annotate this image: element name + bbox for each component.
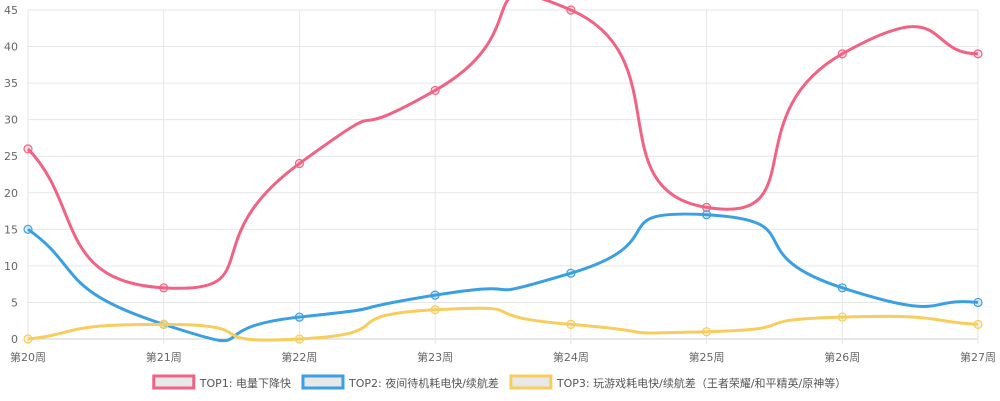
x-tick-label: 第25周 <box>689 350 725 364</box>
legend-label: TOP2: 夜间待机耗电快/续航差 <box>348 376 499 390</box>
data-point[interactable] <box>294 312 305 322</box>
y-tick-label: 45 <box>4 4 18 17</box>
legend-swatch <box>509 374 553 390</box>
legend[interactable]: TOP1: 电量下降快 TOP2: 夜间待机耗电快/续航差 TOP3: 玩游戏耗电快… <box>152 374 846 390</box>
series-line <box>27 306 979 342</box>
series-line <box>27 212 979 343</box>
series-3 <box>23 305 983 344</box>
y-tick-label: 25 <box>4 150 18 163</box>
data-point[interactable] <box>23 144 33 154</box>
data-point[interactable] <box>294 334 305 344</box>
x-tick-label: 第21周 <box>146 350 182 364</box>
data-point[interactable] <box>23 334 33 344</box>
legend-item[interactable]: TOP1: 电量下降快 <box>152 374 291 390</box>
data-point[interactable] <box>701 202 712 212</box>
x-tick-label: 第24周 <box>553 350 589 364</box>
series-line <box>26 0 979 290</box>
data-point[interactable] <box>294 158 305 169</box>
legend-item[interactable]: TOP2: 夜间待机耗电快/续航差 <box>301 374 499 390</box>
data-point[interactable] <box>159 319 169 329</box>
data-point[interactable] <box>430 85 440 96</box>
y-tick-label: 0 <box>11 333 18 346</box>
data-point[interactable] <box>701 327 712 337</box>
data-point[interactable] <box>837 312 847 322</box>
legend-swatch <box>301 374 345 390</box>
legend-swatch <box>152 374 196 390</box>
data-point[interactable] <box>837 49 847 59</box>
x-tick-label: 第20周 <box>10 350 46 364</box>
grid <box>27 9 979 344</box>
x-tick-label: 第26周 <box>824 350 860 364</box>
data-point[interactable] <box>973 297 983 308</box>
data-point[interactable] <box>159 283 169 293</box>
y-tick-label: 35 <box>4 77 18 90</box>
data-point[interactable] <box>701 210 712 220</box>
series-2 <box>23 210 983 343</box>
data-point[interactable] <box>973 49 983 59</box>
series-layer <box>23 0 983 344</box>
series-1 <box>23 0 983 293</box>
data-point[interactable] <box>566 5 576 15</box>
y-tick-label: 10 <box>4 260 18 273</box>
x-tick-label: 第22周 <box>281 350 317 364</box>
data-point[interactable] <box>430 290 440 300</box>
data-point[interactable] <box>566 319 576 329</box>
axes: 0 5 10 15 20 25 30 35 40 45 第20周 第21周 第22周 第23周 第24周 第2… <box>4 4 996 364</box>
y-tick-label: 40 <box>4 41 18 54</box>
data-point[interactable] <box>23 224 33 234</box>
legend-label: TOP3: 玩游戏耗电快/续航差（王者荣耀/和平精英/原神等） <box>556 376 846 390</box>
legend-label: TOP1: 电量下降快 <box>199 376 291 390</box>
y-tick-label: 15 <box>4 223 18 236</box>
legend-item[interactable]: TOP3: 玩游戏耗电快/续航差（王者荣耀/和平精英/原神等） <box>509 374 846 390</box>
data-point[interactable] <box>430 305 440 315</box>
x-tick-label: 第27周 <box>960 350 996 364</box>
y-tick-label: 20 <box>4 187 18 200</box>
data-point[interactable] <box>566 268 576 278</box>
x-tick-label: 第23周 <box>417 350 453 364</box>
data-point[interactable] <box>973 319 983 329</box>
y-tick-label: 30 <box>4 114 18 127</box>
y-tick-label: 5 <box>11 296 18 309</box>
data-point[interactable] <box>837 283 847 293</box>
